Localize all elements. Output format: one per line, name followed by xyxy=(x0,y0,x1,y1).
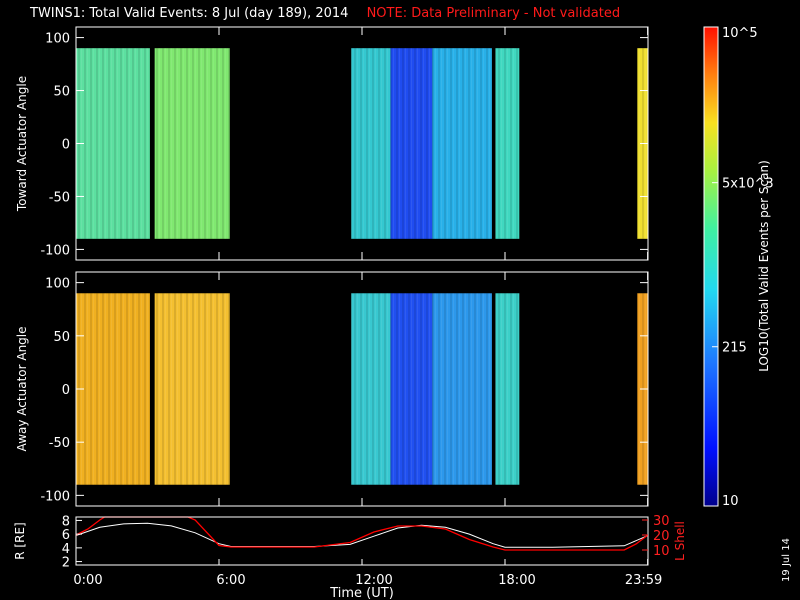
y-tick-label: 50 xyxy=(53,85,70,100)
away-panel: 100 50 0 -50 -100 Away Actuator Angle xyxy=(15,271,649,507)
y-tick-label: -100 xyxy=(40,489,70,504)
data-block-texture xyxy=(495,293,520,485)
y-axis-label: Away Actuator Angle xyxy=(15,326,29,451)
colorbar-tick-label: 10 xyxy=(722,494,739,509)
y-axis-label: Toward Actuator Angle xyxy=(15,76,29,212)
plot-area xyxy=(76,517,648,565)
r-series-line xyxy=(75,522,649,548)
y-tick-label: -50 xyxy=(49,436,70,451)
colorbar: 10 215 5x10^3 10^5 LOG10(Total Valid Events … xyxy=(703,26,774,509)
x-tick-label: 18:00 xyxy=(498,573,535,588)
y-axis-label: R [RE] xyxy=(13,522,27,559)
plot-title: TWINS1: Total Valid Events: 8 Jul (day 1… xyxy=(30,6,620,21)
preliminary-note: NOTE: Data Preliminary - Not validated xyxy=(366,6,621,21)
colorbar-gradient xyxy=(703,26,719,507)
title-text: TWINS1: Total Valid Events: 8 Jul (day 1… xyxy=(30,6,349,21)
data-block-texture xyxy=(154,48,230,239)
colorbar-tick-label: 5x10^3 xyxy=(722,177,774,192)
data-block-texture xyxy=(76,293,150,485)
data-block-texture xyxy=(495,48,520,239)
y-tick-label: 100 xyxy=(45,277,70,292)
y2-tick-label: 20 xyxy=(653,529,670,544)
y-tick-label: 4 xyxy=(62,542,70,557)
x-tick-label: 23:59 xyxy=(625,573,662,588)
y2-axis-label: L Shell xyxy=(673,521,687,561)
y-tick-label: 100 xyxy=(45,32,70,47)
data-block-texture xyxy=(432,48,492,239)
data-block-texture xyxy=(432,293,492,485)
x-tick-label: 0:00 xyxy=(73,573,102,588)
y-tick-label: 6 xyxy=(62,528,70,543)
x-axis-label: Time (UT) xyxy=(329,586,394,600)
y-tick-label: 0 xyxy=(62,138,70,153)
y-tick-label: 8 xyxy=(62,514,70,529)
data-block-texture xyxy=(390,48,433,239)
data-block-texture xyxy=(390,293,433,485)
y-tick-label: 2 xyxy=(62,556,70,571)
footer-date: 19 Jul 14 xyxy=(781,538,792,582)
colorbar-tick-label: 10^5 xyxy=(722,26,758,41)
y-tick-label: -50 xyxy=(49,190,70,205)
y-tick-label: 50 xyxy=(53,330,70,345)
y-tick-label: 0 xyxy=(62,383,70,398)
toward-panel: 100 50 0 -50 -100 Toward Actuator Angle xyxy=(15,26,649,261)
y2-tick-label: 10 xyxy=(653,544,670,559)
x-tick-label: 6:00 xyxy=(216,573,245,588)
data-block-texture xyxy=(154,293,230,485)
colorbar-tick-label: 215 xyxy=(722,341,747,356)
data-block-texture xyxy=(76,48,150,239)
data-block-texture xyxy=(351,293,391,485)
data-block-texture xyxy=(351,48,391,239)
colorbar-label: LOG10(Total Valid Events per Scan) xyxy=(757,160,771,372)
y2-tick-label: 30 xyxy=(653,514,670,529)
x-tick-label: 12:00 xyxy=(355,573,392,588)
y-tick-label: -100 xyxy=(40,243,70,258)
